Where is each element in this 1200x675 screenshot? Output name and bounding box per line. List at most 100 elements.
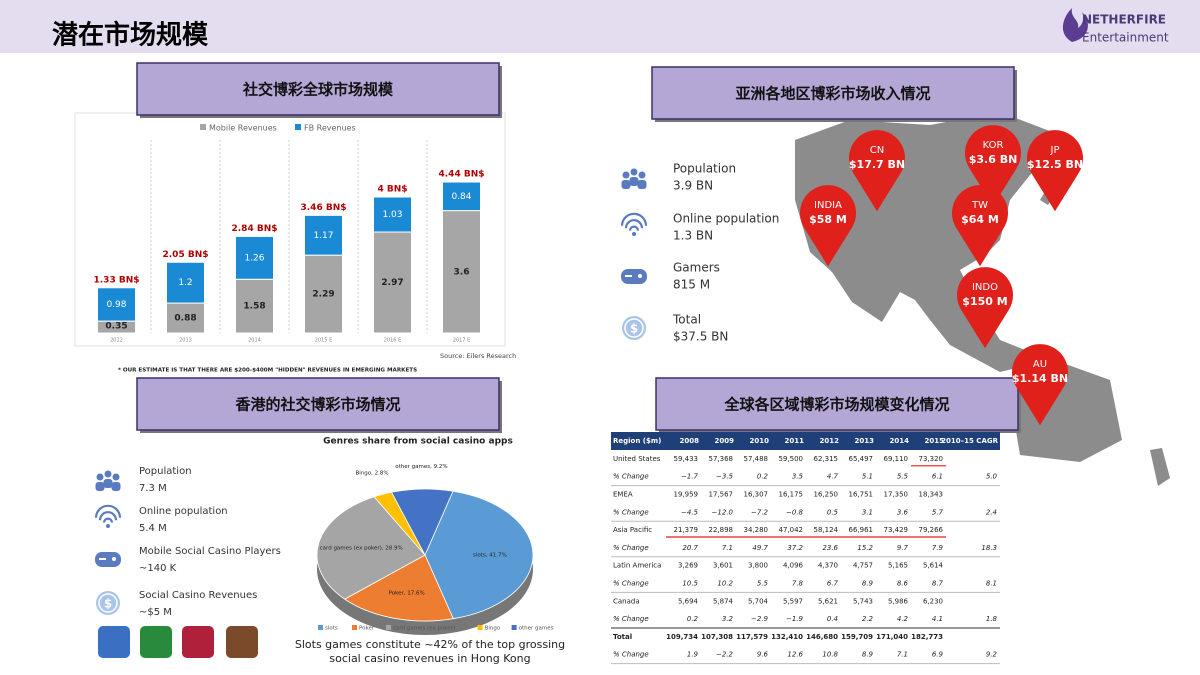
icon-part (621, 180, 631, 189)
icon-part (106, 524, 110, 528)
icon-part (94, 504, 122, 518)
map-pin (1012, 344, 1069, 426)
logo-flame (1062, 8, 1088, 42)
table-cell: 5,165 (888, 562, 908, 570)
table-cell: 8.1 (986, 580, 997, 588)
section-title-box (655, 377, 1019, 431)
section-title: 亚洲各地区博彩市场收入情况 (735, 85, 930, 103)
x-tick-label: 2015 E (315, 338, 332, 344)
table-header-cell: 2014 (890, 437, 910, 445)
pie-slice (316, 496, 426, 600)
table-cell: 5.0 (986, 473, 998, 481)
table-cell: 18.3 (981, 544, 997, 552)
table-cell: 5,694 (678, 597, 699, 605)
stat-value: ~$5 M (139, 607, 172, 618)
table-cell: 37.2 (787, 544, 803, 552)
section-title: 香港的社交博彩市场情况 (235, 396, 400, 414)
table-cell: 159,709 (841, 633, 873, 641)
bar-segment (442, 181, 481, 212)
table-cell: % Change (613, 473, 649, 481)
app-icon (182, 626, 214, 658)
bar-value-label: 1.26 (244, 253, 264, 263)
stat-value: ~140 K (139, 563, 177, 574)
table-cell: 6.9 (932, 651, 944, 659)
map-pin (800, 185, 857, 267)
section-title-box (136, 62, 500, 116)
table-cell: 5,743 (853, 597, 873, 605)
table-cell: −1.9 (786, 615, 804, 623)
stat-label: Online population (673, 212, 779, 226)
x-tick-label: 2013 (179, 338, 192, 344)
table-cell: 57,488 (744, 455, 769, 463)
table-header-cell: 2008 (680, 437, 700, 445)
icon-part (630, 168, 638, 176)
table-cell: % Change (613, 651, 649, 659)
table-cell: 20.7 (682, 544, 698, 552)
table-cell: −2.9 (751, 615, 769, 623)
table-cell: 8.9 (862, 651, 874, 659)
table-cell: 49.7 (752, 544, 768, 552)
legend-swatch (477, 625, 483, 630)
icon-part (632, 232, 636, 236)
pin-region: JP (1050, 145, 1060, 156)
legend-swatch (318, 625, 323, 630)
table-cell: % Change (613, 508, 649, 516)
table-cell: 1.8 (986, 615, 998, 623)
table-cell: 0.4 (827, 615, 838, 623)
legend-swatch (511, 625, 517, 630)
icon-part (624, 219, 644, 229)
stat-label: Mobile Social Casino Players (139, 546, 281, 557)
logo-name: NETHERFIRE (1082, 13, 1166, 27)
bar-segment (97, 287, 136, 322)
pin-region: CN (870, 145, 884, 156)
table-cell: 107,308 (701, 633, 733, 641)
table-cell: 171,040 (876, 633, 908, 641)
pie-slice (343, 554, 454, 622)
bar-segment (442, 210, 481, 334)
pin-value: $17.7 BN (849, 158, 905, 171)
table-header-cell: Region ($m) (613, 437, 661, 445)
table-cell: United States (613, 455, 661, 463)
table-cell: 146,680 (806, 633, 838, 641)
icon-part (625, 275, 632, 277)
bar-value-label: 2.97 (381, 278, 403, 288)
table-cell: 10.5 (682, 580, 698, 588)
table-header (611, 432, 1000, 450)
table-cell: 18,343 (919, 491, 944, 499)
table-cell: 5,614 (923, 562, 944, 570)
stat-value: 815 M (673, 278, 710, 292)
table-cell: −12.0 (712, 508, 734, 516)
table-cell: 10.8 (822, 651, 838, 659)
table-cell: 2.4 (986, 508, 997, 516)
icon-part (638, 171, 646, 179)
legend-label: FB Revenues (304, 124, 356, 133)
bar-segment (166, 261, 205, 304)
x-tick-label: 2014 (248, 338, 261, 344)
table-cell: −1.7 (681, 473, 699, 481)
table-cell: Canada (613, 597, 640, 605)
table-cell: 3,601 (713, 562, 733, 570)
table-cell: 8.6 (897, 580, 909, 588)
table-cell: 5,597 (783, 597, 803, 605)
icon-part (104, 470, 112, 478)
bar-value-label: 1.03 (382, 210, 402, 220)
bar-value-label: 3.6 (454, 267, 470, 277)
section-title: 社交博彩全球市场规模 (242, 81, 394, 99)
table-cell: −7.2 (751, 508, 769, 516)
table-cell: 3,269 (678, 562, 698, 570)
pie-caption: Slots games constitute ~42% of the top g… (294, 638, 566, 665)
table-cell: EMEA (613, 491, 633, 499)
table-cell: 16,250 (814, 491, 839, 499)
table-cell: −2.2 (716, 651, 734, 659)
pie-label: Bingo, 2.8% (356, 471, 389, 477)
map-pin (965, 125, 1021, 207)
stat-value: 1.3 BN (673, 229, 713, 243)
table-header-cell: 2010 (750, 437, 770, 445)
icon-part (622, 171, 630, 179)
map-pin (957, 267, 1014, 349)
table-cell: 3.2 (722, 615, 734, 623)
bar-chart-frame (74, 112, 506, 347)
table-cell: 59,500 (779, 455, 804, 463)
pin-region: KOR (983, 140, 1004, 151)
